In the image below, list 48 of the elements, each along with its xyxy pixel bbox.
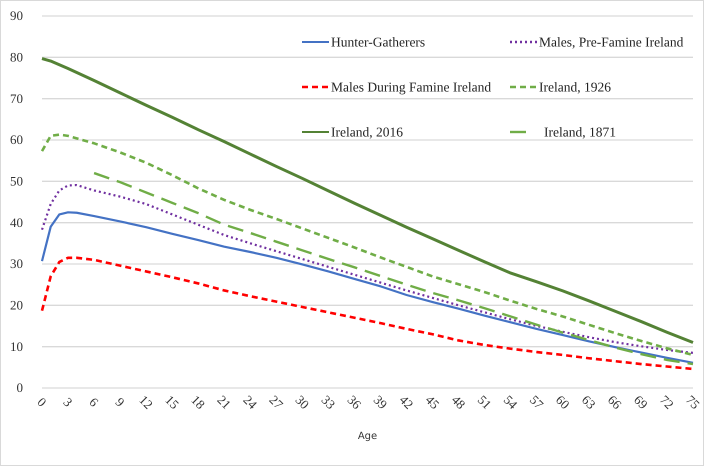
legend-label: Ireland, 2016 — [331, 124, 404, 140]
y-tick-label: 20 — [10, 297, 23, 312]
x-tick-label: 9 — [112, 394, 128, 410]
line-series — [40, 184, 694, 354]
x-tick-label: 24 — [240, 392, 261, 412]
x-tick-label: 75 — [683, 392, 703, 412]
line-series — [40, 256, 694, 370]
legend-label: Ireland, 1871 — [544, 124, 616, 140]
x-tick-label: 54 — [500, 392, 521, 412]
x-tick-label: 21 — [214, 392, 234, 412]
y-tick-label: 60 — [10, 132, 23, 148]
x-tick-label: 57 — [526, 392, 547, 412]
y-tick-label: 50 — [10, 173, 23, 188]
y-tick-label: 80 — [10, 49, 23, 64]
legend-label: Males During Famine Ireland — [331, 80, 492, 95]
y-tick-label: 70 — [10, 90, 23, 106]
x-tick-label: 12 — [136, 392, 156, 412]
x-axis-title: Age — [358, 431, 378, 442]
y-tick-label: 90 — [10, 8, 23, 24]
x-tick-label: 27 — [266, 392, 287, 412]
x-tick-label: 33 — [318, 392, 338, 412]
x-tick-label: 36 — [344, 392, 365, 412]
legend-label: Males, Pre-Famine Ireland — [539, 34, 684, 50]
x-tick-label: 30 — [292, 392, 312, 412]
x-tick-label: 66 — [604, 392, 626, 412]
line-series — [92, 172, 694, 366]
x-tick-label: 3 — [60, 394, 76, 410]
legend-label: Hunter-Gatherers — [331, 34, 426, 50]
x-tick-label: 48 — [448, 392, 469, 412]
line-series — [40, 211, 694, 364]
x-tick-label: 39 — [370, 392, 390, 412]
y-tick-label: 10 — [10, 338, 23, 354]
x-tick-label: 63 — [578, 392, 599, 412]
x-tick-label: 60 — [552, 392, 573, 412]
x-tick-label: 6 — [86, 394, 102, 410]
x-tick-label: 51 — [474, 392, 495, 412]
x-tick-label: 0 — [34, 394, 50, 410]
y-tick-label: 40 — [10, 214, 23, 230]
x-tick-label: 45 — [422, 392, 442, 412]
x-tick-label: 42 — [396, 392, 416, 412]
y-tick-label: 30 — [10, 256, 23, 272]
line-series — [40, 57, 694, 344]
x-tick-label: 69 — [630, 392, 651, 412]
y-tick-label: 0 — [16, 380, 23, 396]
legend-label: Ireland, 1926 — [539, 80, 612, 95]
x-tick-label: 18 — [188, 392, 208, 412]
x-tick-label: 15 — [162, 392, 182, 412]
x-tick-label: 72 — [657, 392, 677, 412]
